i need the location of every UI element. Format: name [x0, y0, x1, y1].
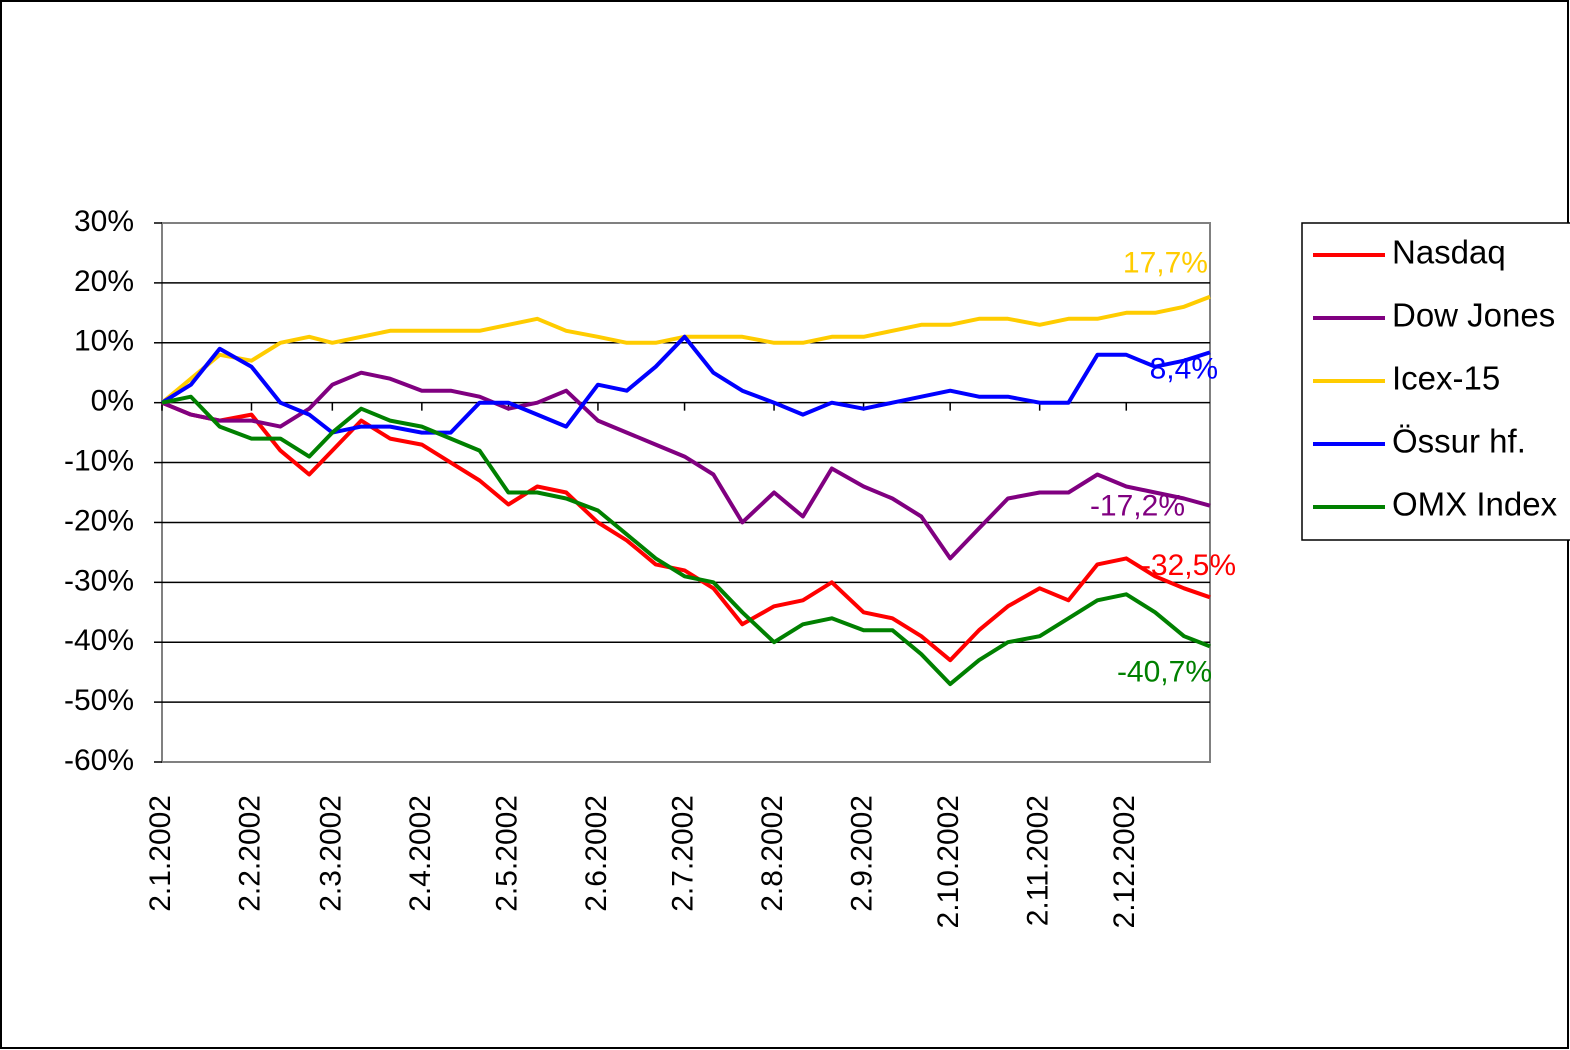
y-tick-label: -10% [64, 444, 134, 477]
x-tick-label: 2.1.2002 [144, 795, 177, 912]
x-tick-label: 2.12.2002 [1108, 795, 1141, 928]
series-line [161, 370, 1211, 561]
x-tick-label: 2.10.2002 [932, 795, 965, 928]
x-tick-label: 2.9.2002 [845, 795, 878, 912]
y-tick-label: 10% [74, 325, 134, 358]
y-tick-label: -40% [64, 624, 134, 657]
value-label: -32,5% [1141, 549, 1236, 582]
x-tick-label: 2.3.2002 [314, 795, 347, 912]
y-tick-label: 20% [74, 265, 134, 298]
x-tick-label: 2.2.2002 [233, 795, 266, 912]
y-tick-label: 30% [74, 205, 134, 238]
value-label: -17,2% [1090, 490, 1185, 523]
x-tick-label: 2.7.2002 [666, 795, 699, 912]
x-tick-label: 2.8.2002 [756, 795, 789, 912]
legend-label: Dow Jones [1392, 297, 1555, 334]
series-line [161, 394, 1211, 687]
legend-label: Nasdaq [1392, 234, 1506, 271]
value-label: -40,7% [1117, 655, 1212, 688]
y-tick-label: -20% [64, 504, 134, 537]
x-tick-label: 2.4.2002 [404, 795, 437, 912]
y-tick-label: -30% [64, 564, 134, 597]
x-tick-label: 2.6.2002 [580, 795, 613, 912]
y-tick-label: 0% [91, 385, 134, 418]
x-tick-label: 2.11.2002 [1022, 795, 1055, 926]
legend-label: OMX Index [1392, 486, 1558, 523]
value-label: 8,4% [1150, 352, 1218, 385]
value-label: 17,7% [1123, 247, 1208, 280]
y-tick-label: -50% [64, 684, 134, 717]
legend-label: Icex-15 [1392, 360, 1500, 397]
x-tick-label: 2.5.2002 [490, 795, 523, 912]
series-line [161, 400, 1211, 663]
legend-label: Össur hf. [1392, 423, 1526, 460]
y-tick-label: -60% [64, 744, 134, 777]
